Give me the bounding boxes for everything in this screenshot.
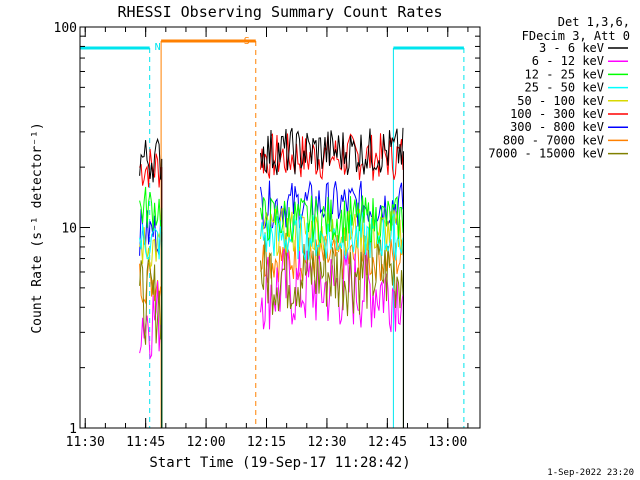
series-trace-50-100-kev	[139, 227, 162, 270]
legend-label: 6 - 12 keV	[532, 54, 604, 68]
x-tick-label: 12:00	[187, 435, 226, 450]
legend-label: 12 - 25 keV	[525, 67, 604, 81]
series-trace-12-25-kev	[260, 195, 404, 245]
series-trace-100-300-kev	[260, 133, 404, 181]
axes-layer: 11:30 11:45 12:00 12:15 12:30 12:45 13:00 1 10 10…	[54, 21, 480, 450]
series-trace-12-25-kev	[139, 186, 162, 231]
legend-label: 300 - 800 keV	[510, 120, 604, 134]
series-trace-3-6-kev	[260, 127, 404, 176]
x-tick-label: 12:45	[368, 435, 407, 450]
series-trace-100-300-kev	[139, 148, 162, 188]
legend-label: 7000 - 15000 keV	[488, 147, 604, 161]
series-trace-25-50-kev	[260, 211, 404, 261]
x-tick-label: 12:30	[307, 435, 346, 450]
x-tick-label: 11:30	[66, 435, 105, 450]
y-tick-label: 10	[61, 222, 77, 237]
x-tick-label: 12:15	[247, 435, 286, 450]
y-axis-label: Count Rate (s⁻¹ detector⁻¹)	[30, 122, 45, 333]
chart-title: RHESSI Observing Summary Count Rates	[117, 3, 442, 21]
footer-timestamp: 1-Sep-2022 23:20	[547, 468, 634, 478]
series-trace-3-6-kev	[139, 137, 162, 183]
series-trace-7000-15000-kev	[260, 230, 404, 317]
y-tick-label: 1	[69, 422, 77, 437]
series-trace-25-50-kev	[139, 224, 162, 260]
legend-label: 3 - 6 keV	[539, 41, 604, 55]
series-trace-6-12-kev	[139, 281, 162, 360]
series-trace-7000-15000-kev	[139, 257, 162, 345]
legend-label: 100 - 300 keV	[510, 107, 604, 121]
flag-s-label: S	[244, 36, 250, 47]
legend-header-line-1: Det 1,3,6,	[558, 15, 630, 29]
legend-label: 50 - 100 keV	[517, 94, 604, 108]
legend-label: 800 - 7000 keV	[503, 133, 604, 147]
flag-n-label: N	[155, 42, 161, 53]
x-tick-label: 11:45	[126, 435, 165, 450]
legend-header-line-2: FDecim 3, Att 0	[522, 29, 630, 43]
y-tick-label: 100	[54, 21, 77, 36]
x-tick-label: 13:00	[428, 435, 467, 450]
x-axis-label: Start Time (19-Sep-17 11:28:42)	[149, 455, 410, 471]
data-layer	[139, 127, 404, 428]
legend-label: 25 - 50 keV	[525, 81, 604, 95]
